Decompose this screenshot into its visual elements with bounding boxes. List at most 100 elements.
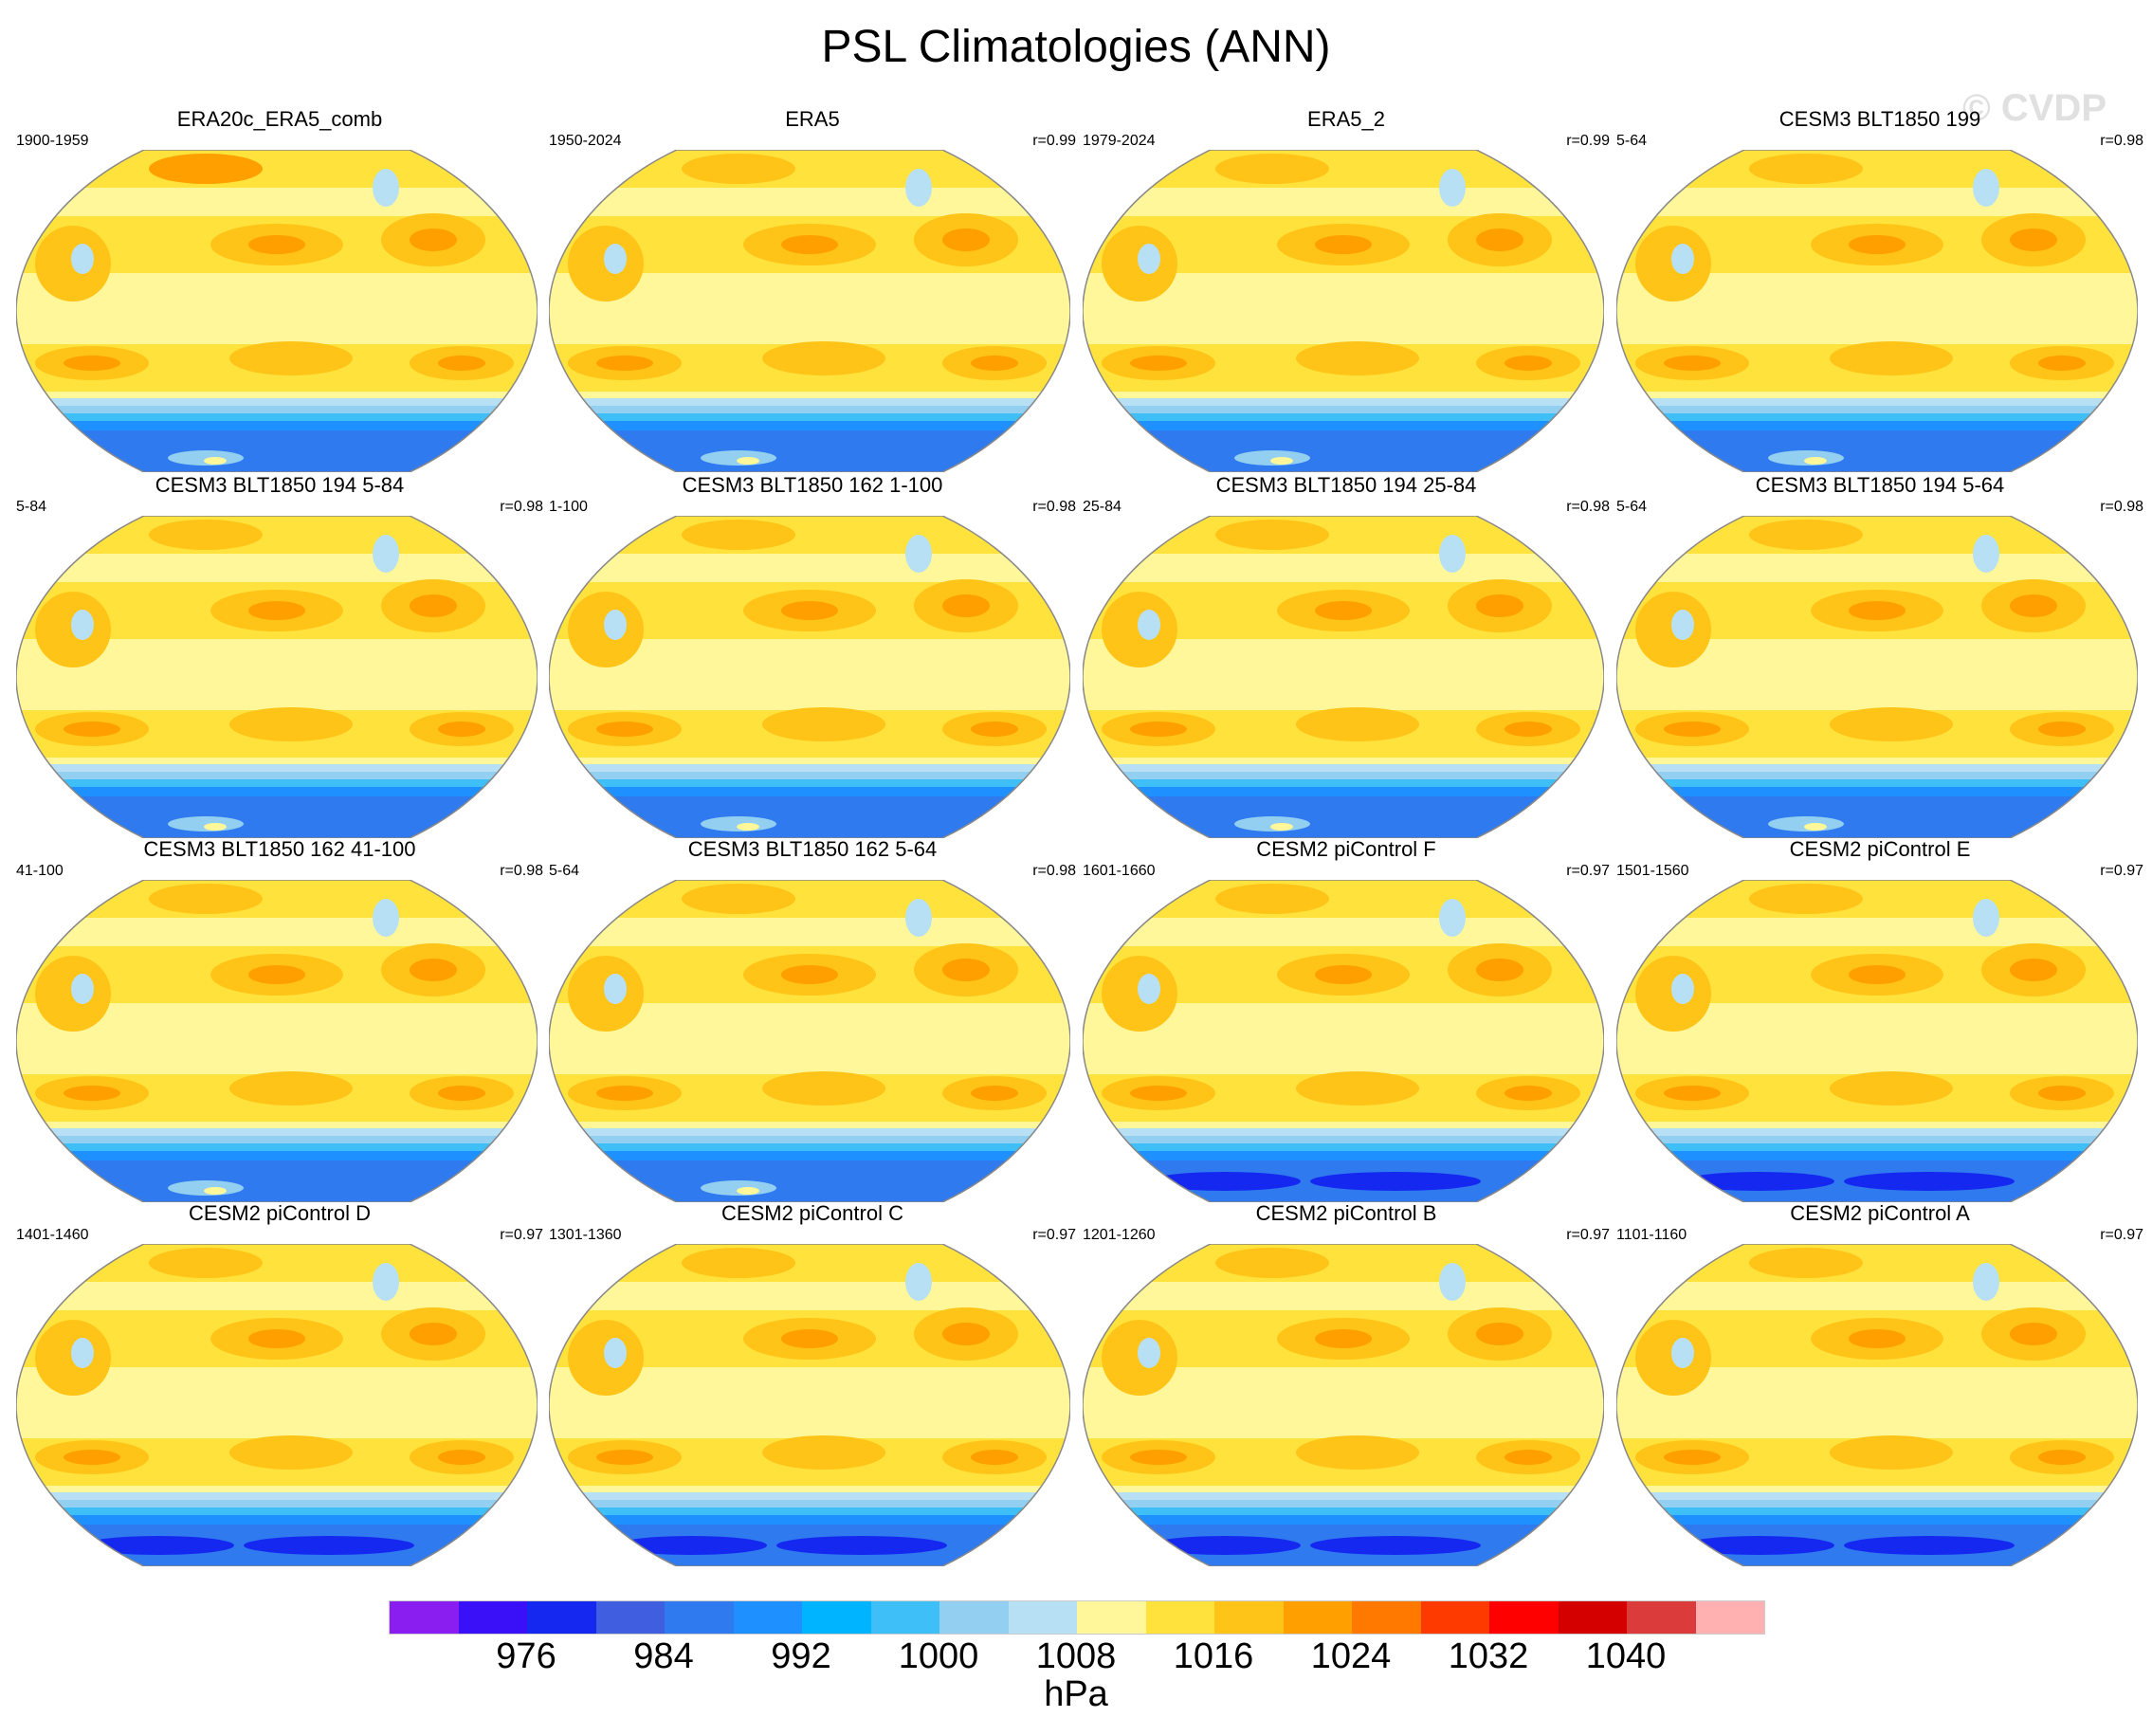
- contour-band: [1083, 430, 1604, 472]
- contour-band: [16, 918, 538, 946]
- contour-band: [16, 188, 538, 216]
- contour-band: [549, 1244, 1070, 1282]
- contour-band: [16, 758, 538, 764]
- contour-band: [16, 392, 538, 398]
- pressure-contour: [1664, 1086, 1721, 1101]
- psl-map: [1083, 516, 1604, 838]
- panel-years: 1-100: [549, 499, 588, 515]
- contour-band: [1083, 1143, 1604, 1151]
- psl-map: [1616, 516, 2138, 838]
- pressure-contour: [781, 235, 838, 254]
- psl-map: [1616, 1244, 2138, 1566]
- psl-map: [1083, 1244, 1604, 1566]
- contour-band: [16, 779, 538, 787]
- psl-map: [549, 150, 1070, 472]
- pressure-contour: [1149, 1536, 1301, 1555]
- pressure-contour: [204, 823, 227, 831]
- contour-band: [1083, 758, 1604, 764]
- contour-band: [1616, 1492, 2138, 1500]
- pressure-contour: [1830, 707, 1953, 741]
- pressure-contour: [71, 610, 94, 640]
- contour-band: [16, 1282, 538, 1310]
- pressure-contour: [1439, 535, 1466, 573]
- map-outline: [1616, 880, 2138, 1202]
- pressure-contour: [438, 1450, 485, 1465]
- psl-map: [1616, 150, 2138, 472]
- pressure-contour: [1505, 1450, 1552, 1465]
- pressure-contour: [149, 154, 263, 184]
- colorbar-tick-label: 1008: [1035, 1636, 1117, 1676]
- contour-band: [1083, 764, 1604, 772]
- contour-band: [1083, 1128, 1604, 1136]
- pressure-contour: [373, 535, 399, 573]
- colorbar-box: [1214, 1601, 1284, 1634]
- panel-title: CESM3 BLT1850 199: [1778, 107, 1981, 131]
- pressure-contour: [229, 1435, 353, 1470]
- contour-band: [549, 1492, 1070, 1500]
- map-panel: CESM2 piControl E 1501-1560 r=0.97: [1616, 837, 2143, 1216]
- pressure-contour: [1973, 535, 1999, 573]
- pressure-contour: [1476, 1323, 1523, 1345]
- contour-band: [549, 1282, 1070, 1310]
- contour-band: [16, 421, 538, 430]
- pressure-contour: [1505, 1086, 1552, 1101]
- panel-years: 25-84: [1083, 499, 1122, 515]
- contour-band: [16, 1160, 538, 1202]
- pressure-contour: [971, 356, 1018, 371]
- pressure-contour: [1671, 974, 1694, 1004]
- pressure-contour: [373, 169, 399, 207]
- contour-band: [1616, 1282, 2138, 1310]
- colorbar-tick-label: 976: [496, 1636, 556, 1676]
- colorbar-box: [1077, 1601, 1146, 1634]
- pressure-contour: [1849, 965, 1906, 984]
- contour-band: [1616, 1244, 2138, 1282]
- pressure-contour: [1830, 341, 1953, 375]
- map-outline: [16, 1244, 538, 1566]
- pressure-contour: [71, 244, 94, 274]
- pressure-contour: [149, 884, 263, 914]
- contour-band: [549, 796, 1070, 838]
- pressure-contour: [168, 450, 244, 466]
- map-outline: [1083, 150, 1604, 472]
- contour-band: [549, 188, 1070, 216]
- pressure-contour: [204, 457, 227, 465]
- panel-title: CESM2 piControl F: [1256, 837, 1436, 861]
- panel-years: 1950-2024: [549, 133, 622, 149]
- map-outline: [549, 516, 1070, 838]
- contour-band: [1083, 398, 1604, 406]
- colorbar-box: [1145, 1601, 1214, 1634]
- pressure-contour: [682, 1248, 795, 1278]
- panel-years: 1900-1959: [16, 133, 89, 149]
- contour-band: [1616, 1500, 2138, 1508]
- panel-title: CESM3 BLT1850 162 41-100: [143, 837, 416, 861]
- pressure-contour: [2010, 228, 2057, 251]
- contour-band: [1616, 918, 2138, 946]
- map-outline: [1083, 1244, 1604, 1566]
- pressure-contour: [248, 235, 305, 254]
- colorbar-tick-label: 1032: [1448, 1636, 1529, 1676]
- pressure-contour: [1130, 722, 1187, 737]
- colorbar-box: [1283, 1601, 1352, 1634]
- map-panel: CESM3 BLT1850 162 5-64 5-64 r=0.98: [549, 837, 1076, 1216]
- contour-band: [549, 1151, 1070, 1160]
- pressure-contour: [1149, 1172, 1301, 1191]
- panel-years: 1979-2024: [1083, 133, 1156, 149]
- pressure-contour: [905, 169, 932, 207]
- contour-band: [1083, 1515, 1604, 1525]
- pressure-contour: [596, 1086, 653, 1101]
- contour-band: [549, 1143, 1070, 1151]
- pressure-contour: [1749, 154, 1863, 184]
- pressure-contour: [438, 356, 485, 371]
- contour-band: [16, 413, 538, 421]
- contour-band: [1083, 554, 1604, 582]
- contour-band: [1083, 1122, 1604, 1128]
- pressure-contour: [942, 594, 990, 617]
- contour-band: [549, 1500, 1070, 1508]
- contour-band: [549, 764, 1070, 772]
- pressure-contour: [229, 1071, 353, 1106]
- pressure-contour: [410, 959, 457, 981]
- pressure-contour: [1315, 1329, 1372, 1348]
- psl-map: [1616, 880, 2138, 1202]
- map-panel: CESM3 BLT1850 194 25-84 25-84 r=0.98: [1083, 473, 1610, 852]
- colorbar-box: [733, 1601, 802, 1634]
